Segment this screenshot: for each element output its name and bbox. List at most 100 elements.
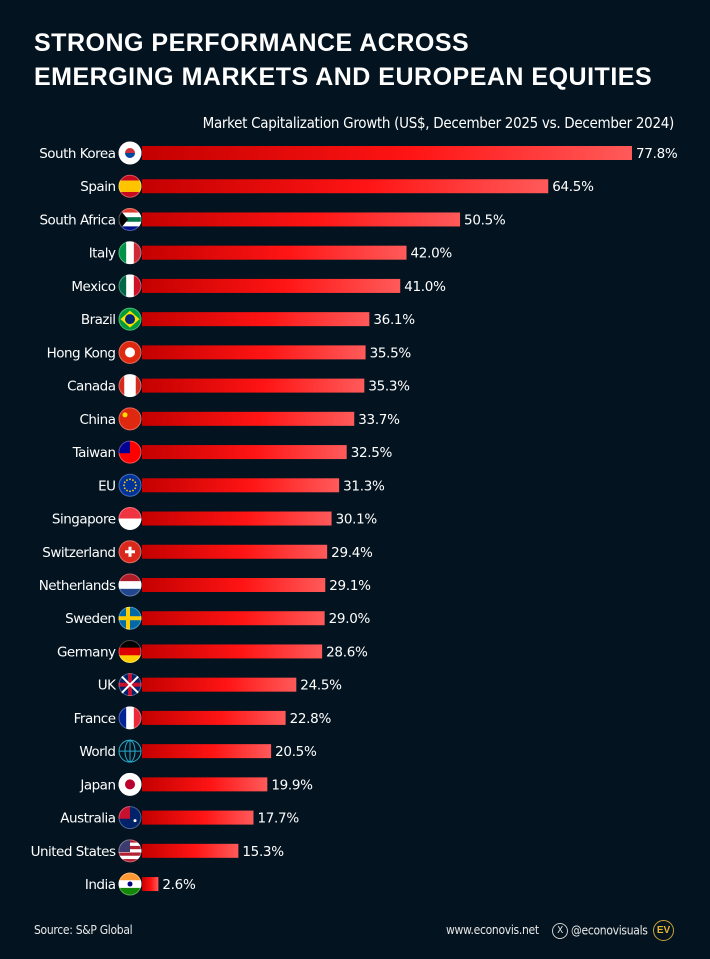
category-label: South Korea (39, 146, 116, 162)
value-label: 35.3% (368, 379, 410, 395)
category-label: Netherlands (39, 578, 116, 594)
bar-row: UK 24.5% (98, 673, 342, 697)
bar-row: France 22.8% (74, 706, 332, 730)
value-label: 42.0% (411, 246, 453, 262)
bar-row: China 33.7% (79, 407, 400, 431)
category-label: China (79, 412, 115, 428)
bar-row: Spain 64.5% (80, 174, 594, 198)
flag-singapore-icon (118, 507, 142, 531)
category-label: Sweden (65, 611, 115, 627)
title-line-1: Strong Performance Across (34, 29, 470, 57)
flag-hong-kong-icon (118, 340, 142, 364)
value-label: 2.6% (162, 877, 196, 893)
bar (142, 511, 332, 526)
bar (142, 312, 370, 327)
bar (142, 245, 407, 260)
flag-italy-icon (118, 241, 142, 265)
flag-germany-icon (118, 639, 142, 663)
flag-brazil-icon (118, 307, 142, 331)
category-label: United States (31, 844, 116, 860)
bar (142, 378, 365, 393)
bar (142, 843, 239, 858)
value-label: 31.3% (343, 478, 385, 494)
value-label: 19.9% (271, 777, 313, 793)
value-label: 29.4% (331, 545, 373, 561)
bar (142, 577, 326, 592)
value-label: 64.5% (552, 179, 594, 195)
website-link[interactable]: www.econovis.net (446, 923, 539, 937)
bar (142, 677, 297, 692)
value-label: 50.5% (464, 212, 506, 228)
flag-south-africa-icon (118, 207, 142, 231)
bar (142, 544, 328, 559)
value-label: 32.5% (351, 445, 393, 461)
category-label: India (85, 877, 116, 893)
flag-eu-icon (118, 473, 142, 497)
value-label: 15.3% (242, 844, 284, 860)
value-label: 29.1% (329, 578, 371, 594)
category-label: Japan (79, 777, 115, 793)
x-logo-icon: X (552, 923, 568, 939)
value-label: 22.8% (290, 711, 332, 727)
flag-canada-icon (118, 374, 142, 398)
category-label: Canada (67, 379, 116, 395)
bar (142, 478, 340, 493)
flag-taiwan-icon (118, 440, 142, 464)
bar (142, 179, 549, 194)
bar-row: Canada 35.3% (67, 374, 410, 398)
chart-subtitle: Market Capitalization Growth (US$, Decem… (202, 114, 675, 132)
value-label: 77.8% (636, 146, 678, 162)
value-label: 17.7% (257, 811, 299, 827)
bar-row: Mexico 41.0% (71, 274, 446, 298)
bar (142, 212, 461, 227)
bar (142, 278, 401, 293)
flag-sweden-icon (118, 606, 142, 630)
bar-row: World 20.5% (79, 739, 317, 763)
bar-row: India 2.6% (85, 872, 196, 896)
category-label: Switzerland (42, 545, 115, 561)
value-label: 28.6% (326, 644, 368, 660)
category-label: Singapore (52, 512, 116, 528)
category-label: EU (98, 478, 115, 494)
title-line-2: Emerging Markets and European Equities (34, 63, 653, 91)
bar-row: Australia 17.7% (60, 806, 300, 830)
bar (142, 445, 347, 460)
value-label: 33.7% (358, 412, 400, 428)
bar-row: Japan 19.9% (79, 772, 313, 796)
bar-row: Taiwan 32.5% (72, 440, 393, 464)
flag-netherlands-icon (118, 573, 142, 597)
value-label: 20.5% (275, 744, 317, 760)
bar-row: EU 31.3% (98, 473, 385, 497)
bar-row: Singapore 30.1% (52, 507, 378, 531)
flag-australia-icon (118, 806, 142, 830)
bar (142, 744, 272, 759)
bar-row: Switzerland 29.4% (42, 540, 373, 564)
category-label: World (79, 744, 115, 760)
flag-france-icon (118, 706, 142, 730)
bar-row: South Korea 77.8% (39, 141, 678, 165)
value-label: 35.5% (370, 345, 412, 361)
bar (142, 411, 355, 426)
flag-uk-icon (118, 673, 142, 697)
category-label: Brazil (81, 312, 116, 328)
bar (142, 644, 323, 659)
flag-mexico-icon (118, 274, 142, 298)
bar (142, 345, 366, 360)
bar-row: Netherlands 29.1% (39, 573, 371, 597)
category-label: Australia (60, 811, 115, 827)
bar-row: Italy 42.0% (89, 241, 453, 265)
flag-switzerland-icon (118, 540, 142, 564)
value-label: 30.1% (336, 512, 378, 528)
bar-row: Brazil 36.1% (81, 307, 416, 331)
flag-south-korea-icon (118, 141, 142, 165)
x-handle[interactable]: X @econovisuals (552, 923, 648, 939)
category-label: Spain (80, 179, 115, 195)
bar-row: Hong Kong 35.5% (47, 340, 412, 364)
econovis-logo: EV (653, 920, 674, 941)
flag-japan-icon (118, 772, 142, 796)
category-label: South Africa (39, 212, 115, 228)
flag-spain-icon (118, 174, 142, 198)
bar-row: United States 15.3% (31, 839, 285, 863)
flag-united-states-icon (118, 839, 142, 863)
